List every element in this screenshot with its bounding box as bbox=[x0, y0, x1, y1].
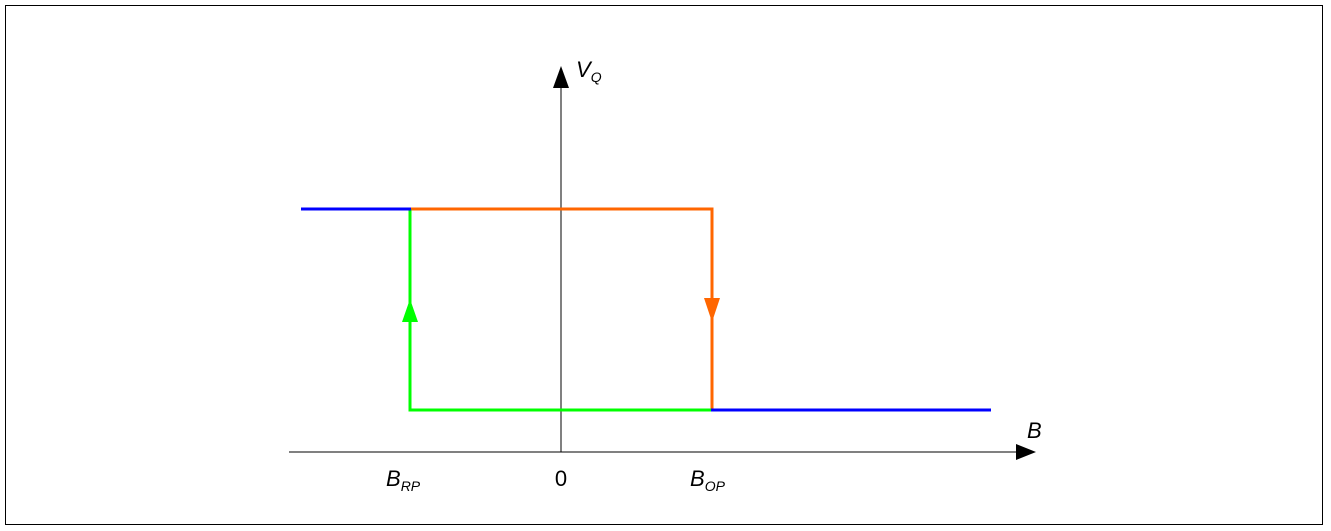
rising-path bbox=[408, 209, 712, 412]
y-axis-label: VQ bbox=[576, 57, 602, 85]
rising-arrow bbox=[402, 299, 418, 322]
x-axis-label: B bbox=[1027, 418, 1042, 443]
bop-label: BOP bbox=[690, 466, 726, 494]
x-axis-arrowhead bbox=[1016, 444, 1036, 460]
brp-label: BRP bbox=[386, 466, 421, 494]
falling-arrow bbox=[704, 298, 720, 322]
diagram-frame bbox=[5, 5, 1323, 525]
y-axis-arrowhead bbox=[553, 66, 569, 88]
origin-label: 0 bbox=[555, 466, 567, 491]
falling-path bbox=[410, 207, 714, 410]
